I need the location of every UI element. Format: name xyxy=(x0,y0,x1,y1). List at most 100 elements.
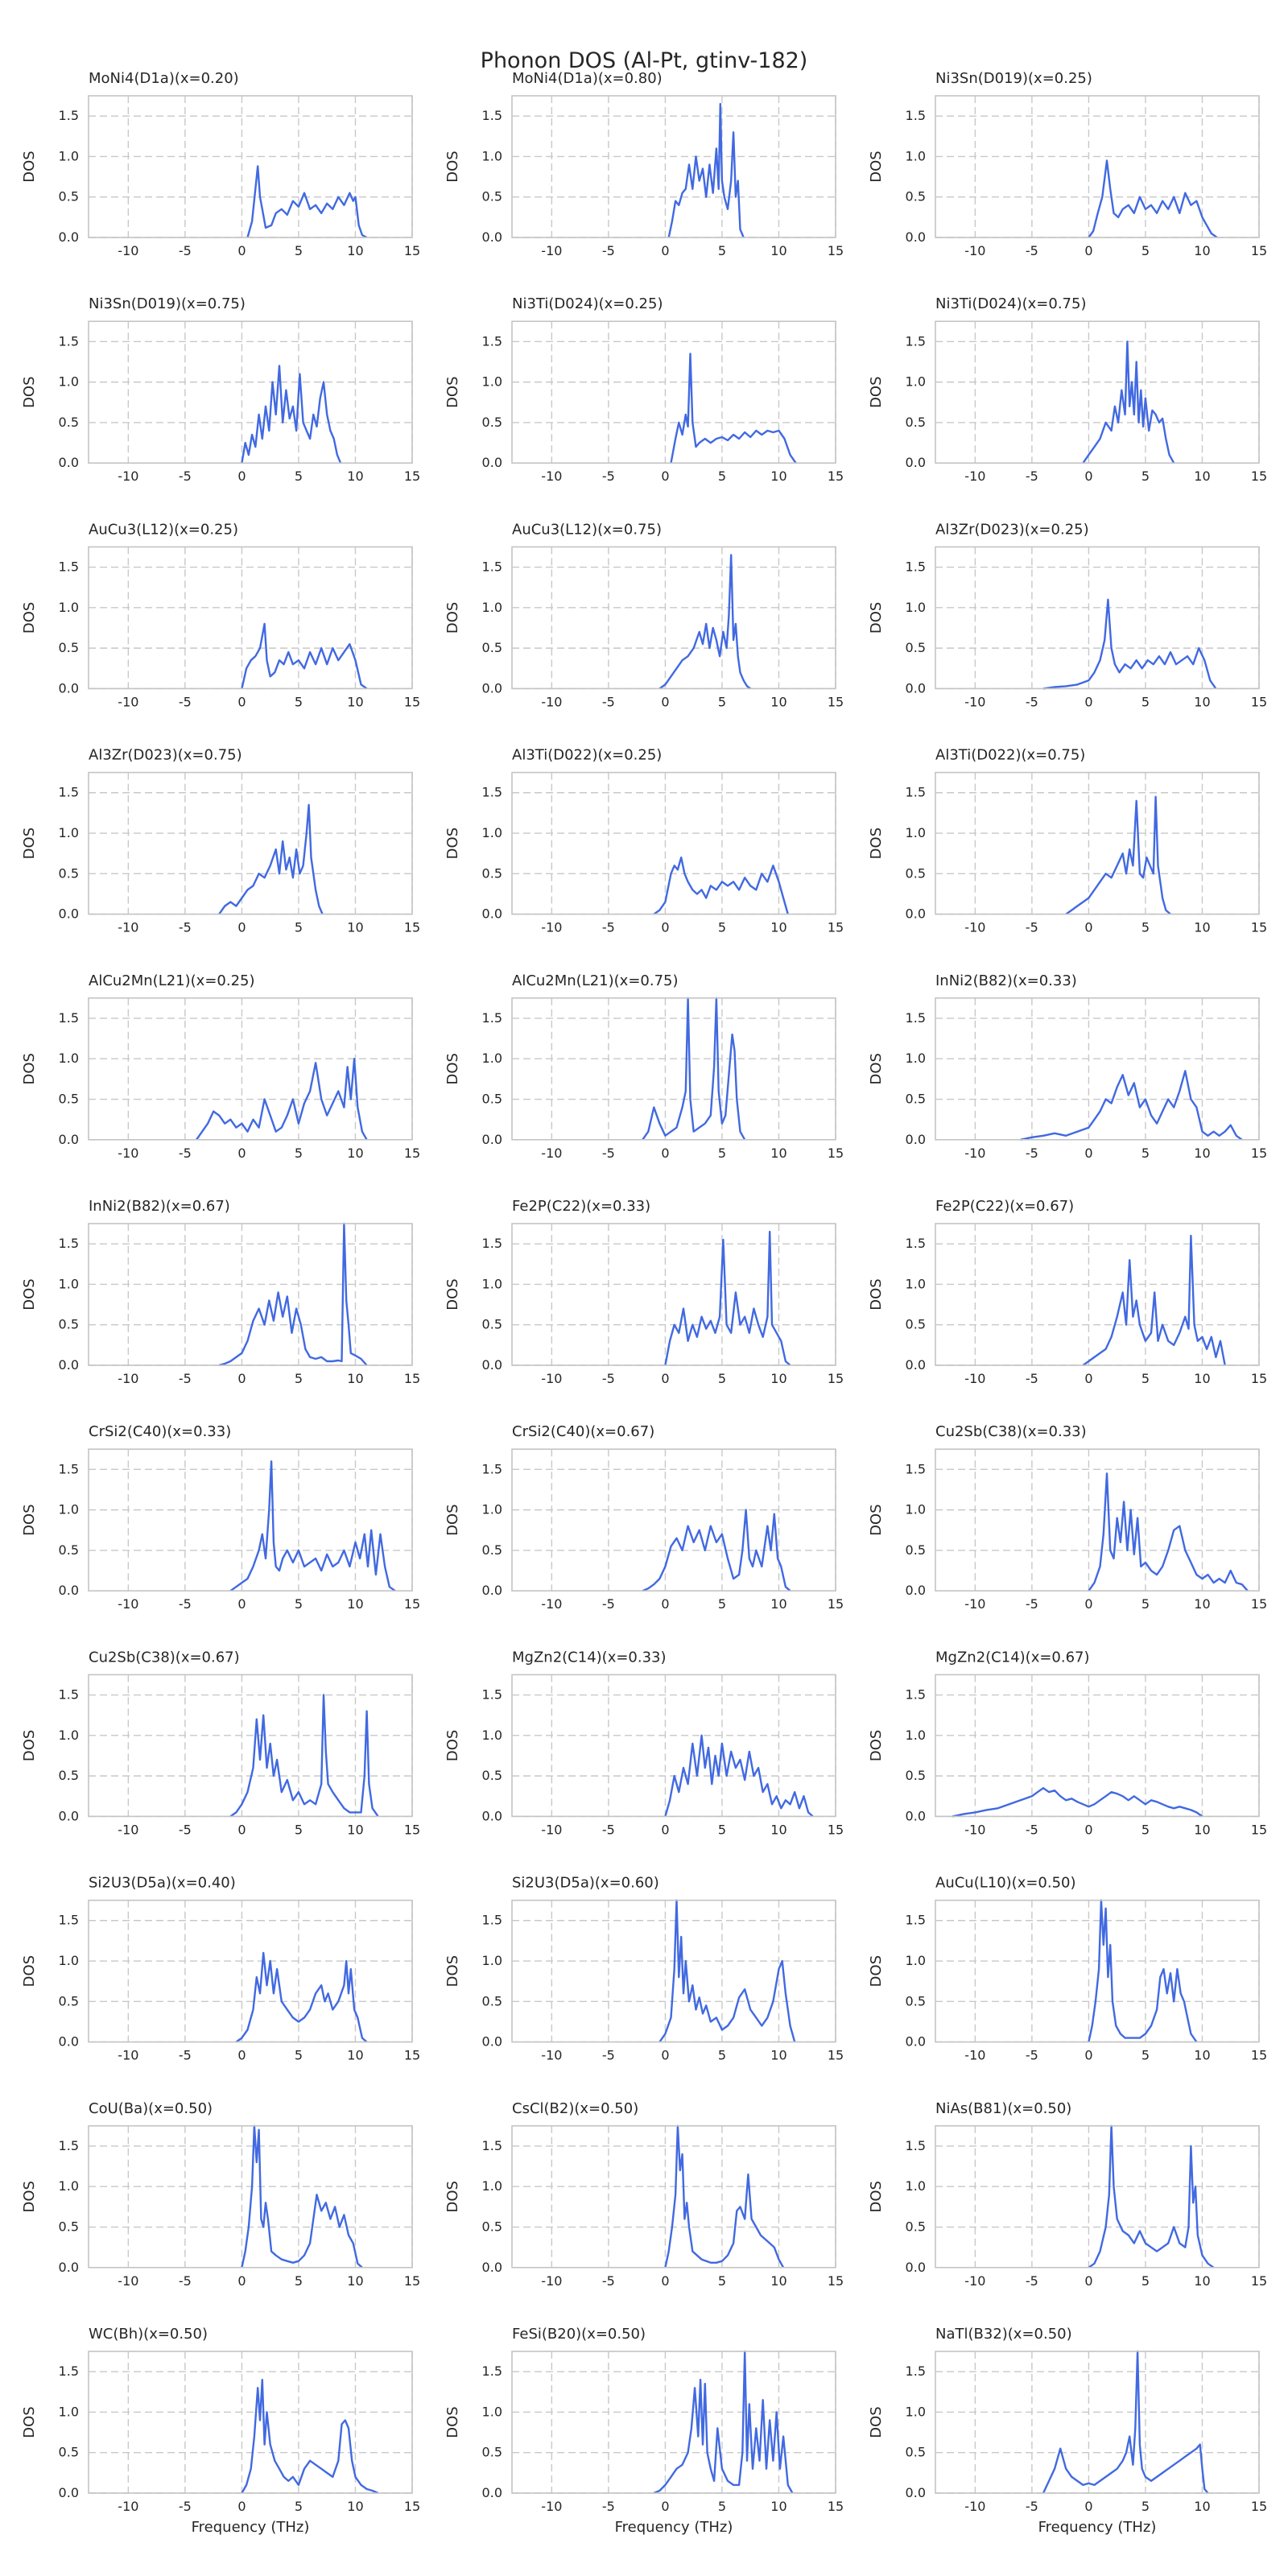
y-tick-label: 0.5 xyxy=(482,415,502,430)
x-tick-label: 5 xyxy=(295,2048,303,2063)
y-tick-label: 1.5 xyxy=(906,1461,926,1476)
dos-panel: -10 -5 0 5 10 15 0.0 0.5 1.0 1.5 MgZn2(C14)(x=0.33… xyxy=(444,1649,844,1837)
panel-title: Ni3Ti(D024)(x=0.75) xyxy=(935,295,1086,312)
y-tick-label: 1.0 xyxy=(59,2404,79,2419)
y-axis-label: DOS xyxy=(21,151,38,182)
x-tick-label: 5 xyxy=(718,1596,726,1612)
x-tick-label: -5 xyxy=(1026,694,1038,709)
dos-panel: -10 -5 0 5 10 15 0.0 0.5 1.0 1.5 Al3Ti(D022)(x=0.7… xyxy=(868,747,1267,935)
dos-curve xyxy=(235,1951,368,2043)
axes-frame xyxy=(88,2125,413,2268)
y-tick-label: 0.5 xyxy=(59,1092,79,1107)
x-tick-label: -5 xyxy=(1026,243,1038,258)
y-axis-label: DOS xyxy=(868,1053,885,1084)
x-tick-label: 10 xyxy=(770,694,786,709)
x-tick-label: 10 xyxy=(770,243,786,258)
x-tick-label: 15 xyxy=(828,469,844,484)
x-tick-label: 0 xyxy=(661,2048,669,2063)
x-tick-label: 10 xyxy=(770,920,786,935)
x-tick-label: -5 xyxy=(1026,2273,1038,2289)
y-tick-label: 1.5 xyxy=(906,2363,926,2379)
panel-title: AlCu2Mn(L21)(x=0.25) xyxy=(89,972,255,989)
x-tick-label: 5 xyxy=(1141,920,1150,935)
y-tick-label: 0.5 xyxy=(59,1768,79,1783)
axes-frame xyxy=(935,1223,1260,1366)
axes-frame xyxy=(88,320,413,464)
y-tick-label: 0.0 xyxy=(482,680,502,696)
y-tick-label: 1.5 xyxy=(482,1687,502,1703)
y-tick-label: 1.5 xyxy=(482,1461,502,1476)
x-tick-label: 15 xyxy=(828,2499,844,2514)
x-tick-label: -5 xyxy=(1026,2048,1038,2063)
dos-curve xyxy=(658,554,751,690)
y-axis-label: DOS xyxy=(21,1730,38,1761)
x-tick-label: 0 xyxy=(237,1146,246,1161)
y-tick-label: 1.0 xyxy=(482,1953,502,1968)
dos-panel: -10 -5 0 5 10 15 0.0 0.5 1.0 1.5 AuCu3(L12)(x=0.75… xyxy=(444,521,844,709)
x-tick-label: -10 xyxy=(964,2499,985,2514)
dos-curve xyxy=(1088,2124,1215,2268)
panel-title: AuCu3(L12)(x=0.25) xyxy=(89,521,238,538)
y-axis-label: DOS xyxy=(444,1504,461,1535)
x-tick-label: -10 xyxy=(118,2499,138,2514)
dos-curve xyxy=(1088,1899,1198,2043)
y-tick-label: 1.5 xyxy=(59,1461,79,1476)
x-tick-label: -5 xyxy=(179,1146,192,1161)
x-tick-label: -10 xyxy=(964,1371,985,1386)
y-tick-label: 0.0 xyxy=(482,2485,502,2500)
x-tick-label: 10 xyxy=(347,694,363,709)
axes-frame xyxy=(88,2351,413,2494)
x-tick-label: 15 xyxy=(828,2273,844,2289)
panel-title: NiAs(B81)(x=0.50) xyxy=(935,2100,1071,2117)
x-tick-label: 15 xyxy=(404,2273,420,2289)
y-tick-label: 0.0 xyxy=(59,455,79,470)
x-tick-label: -10 xyxy=(118,243,138,258)
x-tick-label: -10 xyxy=(964,694,985,709)
y-tick-label: 0.5 xyxy=(482,1092,502,1107)
axes-frame xyxy=(935,2351,1260,2494)
dos-curve xyxy=(241,365,342,464)
x-tick-label: 0 xyxy=(237,1596,246,1612)
dos-panel: -10 -5 0 5 10 15 0.0 0.5 1.0 1.5 NaTl(B32)(x=0.50)… xyxy=(868,2326,1267,2536)
dos-curve xyxy=(642,997,746,1141)
x-tick-label: 5 xyxy=(295,1146,303,1161)
y-tick-label: 0.0 xyxy=(59,1357,79,1373)
y-tick-label: 1.5 xyxy=(482,1010,502,1026)
x-tick-label: 0 xyxy=(661,1822,669,1837)
y-tick-label: 0.0 xyxy=(906,2034,926,2050)
y-tick-label: 0.0 xyxy=(482,229,502,245)
x-tick-label: -10 xyxy=(118,1146,138,1161)
x-tick-label: -10 xyxy=(541,1596,562,1612)
y-tick-label: 1.0 xyxy=(59,1728,79,1743)
x-tick-label: -5 xyxy=(179,1596,192,1612)
x-tick-label: -10 xyxy=(964,1822,985,1837)
x-tick-label: 10 xyxy=(770,1822,786,1837)
x-tick-label: 10 xyxy=(347,1371,363,1386)
panel-title: CsCl(B2)(x=0.50) xyxy=(512,2100,638,2117)
axes-frame xyxy=(511,2351,836,2494)
y-tick-label: 0.5 xyxy=(482,1542,502,1558)
y-tick-label: 0.5 xyxy=(59,1993,79,2008)
x-tick-label: 15 xyxy=(828,1371,844,1386)
y-tick-label: 0.5 xyxy=(906,189,926,204)
y-tick-label: 1.0 xyxy=(906,2404,926,2419)
axes-frame xyxy=(511,320,836,464)
x-tick-label: -5 xyxy=(602,1822,615,1837)
x-tick-label: 5 xyxy=(1141,1596,1150,1612)
panel-title: MgZn2(C14)(x=0.33) xyxy=(512,1649,667,1666)
y-tick-label: 1.0 xyxy=(59,1953,79,1968)
y-tick-label: 1.0 xyxy=(906,1728,926,1743)
x-tick-label: -10 xyxy=(964,2273,985,2289)
panel-title: InNi2(B82)(x=0.33) xyxy=(935,972,1077,989)
dos-panel: -10 -5 0 5 10 15 0.0 0.5 1.0 1.5 Cu2Sb(C38)(x=0.67… xyxy=(21,1649,420,1837)
dos-curve xyxy=(658,1899,796,2043)
y-tick-label: 0.0 xyxy=(59,1132,79,1147)
x-tick-label: 10 xyxy=(770,1371,786,1386)
x-tick-label: 5 xyxy=(718,243,726,258)
y-tick-label: 1.5 xyxy=(906,1687,926,1703)
x-tick-label: 0 xyxy=(237,1822,246,1837)
x-tick-label: -5 xyxy=(1026,2499,1038,2514)
x-tick-label: -10 xyxy=(118,920,138,935)
y-tick-label: 0.0 xyxy=(482,1132,502,1147)
